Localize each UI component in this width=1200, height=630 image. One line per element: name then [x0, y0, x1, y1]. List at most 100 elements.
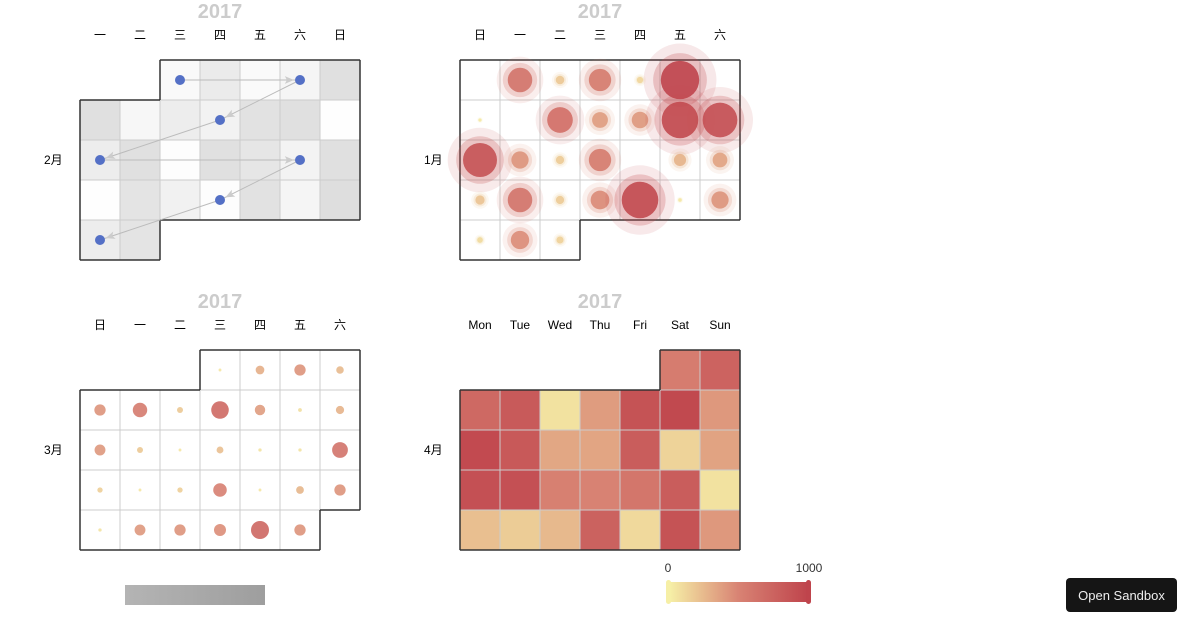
data-point: [555, 195, 565, 205]
day-cell: [119, 99, 161, 141]
day-cell: [319, 179, 361, 221]
visual-map-handle-max[interactable]: [806, 580, 811, 604]
data-point: [334, 484, 346, 496]
visual-map-max-label: 1000: [796, 561, 823, 575]
data-point: [555, 155, 565, 165]
calendar-1: 2017 一 二 三 四 五 六 日 2月: [44, 1, 361, 261]
year-label: 2017: [578, 291, 623, 313]
arrow-head-icon: [105, 231, 116, 239]
data-point: [332, 442, 348, 458]
weekday-label: 日: [474, 28, 486, 42]
visual-map-bar: [670, 582, 808, 602]
visual-map-min-label: 0: [665, 561, 672, 575]
data-point: [547, 107, 573, 133]
day-cell: [499, 99, 541, 141]
day-cell: [619, 469, 661, 511]
month-label: 2月: [44, 153, 63, 167]
year-label: 2017: [578, 1, 623, 23]
arrow-head-icon: [284, 76, 294, 84]
data-point: [631, 111, 649, 129]
day-cell: [579, 429, 621, 471]
weekday-label: Sat: [671, 318, 690, 332]
data-point: [711, 191, 729, 209]
data-point: [177, 407, 183, 413]
data-point: [590, 190, 610, 210]
data-point: [254, 404, 266, 416]
data-point: [702, 102, 738, 138]
day-cell: [579, 389, 621, 431]
day-cell: [79, 99, 121, 141]
day-cell: [699, 389, 741, 431]
data-point: [298, 448, 302, 452]
day-cell: [579, 469, 621, 511]
data-point: [463, 143, 497, 177]
arrow-line: [219, 159, 301, 201]
data-point: [661, 101, 699, 139]
calendar-4: 2017 Mon Tue Wed Thu Fri Sat Sun 4月: [424, 291, 741, 551]
data-point: [218, 368, 222, 372]
weekday-label: 二: [554, 28, 566, 42]
day-cell: [119, 179, 161, 221]
data-point: [336, 366, 344, 374]
data-point: [295, 155, 305, 165]
data-point: [555, 75, 565, 85]
data-point: [138, 488, 142, 492]
weekday-label: Sun: [709, 318, 730, 332]
weekday-label: Mon: [468, 318, 491, 332]
data-point: [134, 524, 146, 536]
data-point: [621, 181, 659, 219]
day-cell: [119, 429, 161, 471]
day-cell: [499, 469, 541, 511]
data-point: [335, 405, 345, 415]
day-cell: [499, 139, 541, 181]
day-cell: [619, 389, 661, 431]
data-point: [94, 444, 106, 456]
day-cell: [539, 389, 581, 431]
visual-map-handle-min[interactable]: [666, 580, 671, 604]
data-point: [258, 488, 262, 492]
data-point: [507, 67, 533, 93]
weekday-label: 四: [634, 28, 646, 42]
data-point: [215, 115, 225, 125]
data-point: [211, 401, 229, 419]
data-point: [588, 68, 612, 92]
weekday-label: 二: [134, 28, 146, 42]
data-point: [132, 402, 148, 418]
data-point: [214, 524, 226, 536]
weekday-label: 二: [174, 318, 186, 332]
weekday-label: 六: [334, 318, 346, 332]
weekday-label: 四: [214, 28, 226, 42]
data-point: [475, 195, 485, 205]
open-sandbox-button[interactable]: Open Sandbox: [1066, 578, 1177, 612]
data-point: [174, 524, 186, 536]
day-cell: [279, 179, 321, 221]
day-cell: [619, 429, 661, 471]
day-cell: [459, 469, 501, 511]
data-point: [556, 236, 564, 244]
data-point: [97, 487, 103, 493]
calendar-2: 2017 日 一 二 三 四 五 六 1月: [424, 1, 753, 261]
day-cell: [659, 179, 701, 221]
weekday-label: 三: [174, 28, 186, 42]
weekday-label: 三: [594, 28, 606, 42]
data-point: [588, 148, 612, 172]
arrow-head-icon: [225, 109, 236, 118]
day-cell: [659, 509, 701, 551]
calendar-3: 2017 日 一 二 三 四 五 六 3月: [44, 291, 361, 551]
data-point: [94, 404, 106, 416]
day-cell: [319, 59, 361, 101]
data-point: [95, 155, 105, 165]
day-cell: [459, 59, 501, 101]
data-point: [510, 230, 530, 250]
day-cell: [239, 99, 281, 141]
day-cell: [119, 219, 161, 261]
day-cell: [659, 469, 701, 511]
day-cell: [659, 429, 701, 471]
day-cell: [159, 99, 201, 141]
weekday-label: 五: [254, 28, 266, 42]
day-cell: [539, 469, 581, 511]
weekday-label: 五: [294, 318, 306, 332]
data-point: [477, 237, 483, 243]
weekday-label: 五: [674, 28, 686, 42]
day-cell: [239, 179, 281, 221]
